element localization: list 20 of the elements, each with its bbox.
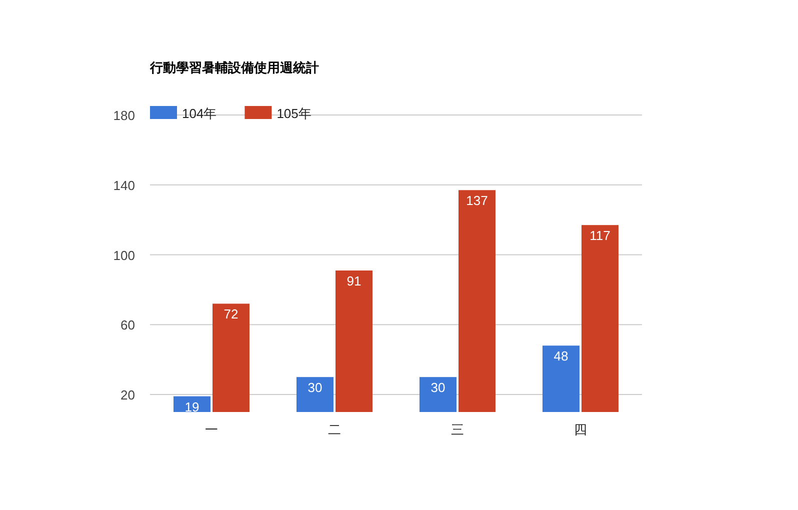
legend-label: 105年 [276, 106, 312, 121]
chart-title: 行動學習暑輔設備使用週統計 [149, 60, 319, 75]
y-tick-label: 140 [113, 178, 135, 193]
y-tick-label: 60 [120, 318, 135, 333]
data-label: 137 [466, 193, 488, 208]
legend-label: 104年 [182, 106, 217, 121]
data-label: 72 [224, 306, 238, 322]
data-label: 19 [184, 399, 200, 414]
data-label: 30 [308, 380, 322, 396]
data-label: 30 [430, 380, 446, 396]
x-tick-label: 一 [205, 422, 218, 437]
x-tick-label: 二 [328, 422, 341, 437]
data-label: 117 [590, 228, 610, 244]
data-label: 48 [554, 348, 568, 364]
y-tick-label: 20 [120, 388, 135, 403]
y-tick-label: 100 [113, 248, 135, 263]
y-tick-label: 180 [113, 108, 135, 123]
data-label: 91 [346, 273, 362, 288]
x-tick-label: 三 [451, 422, 464, 437]
x-tick-label: 四 [574, 422, 587, 437]
